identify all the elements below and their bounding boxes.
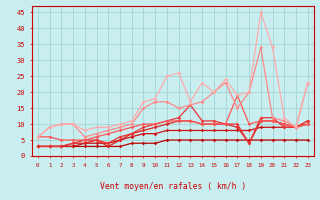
X-axis label: Vent moyen/en rafales ( km/h ): Vent moyen/en rafales ( km/h ) — [100, 182, 246, 191]
